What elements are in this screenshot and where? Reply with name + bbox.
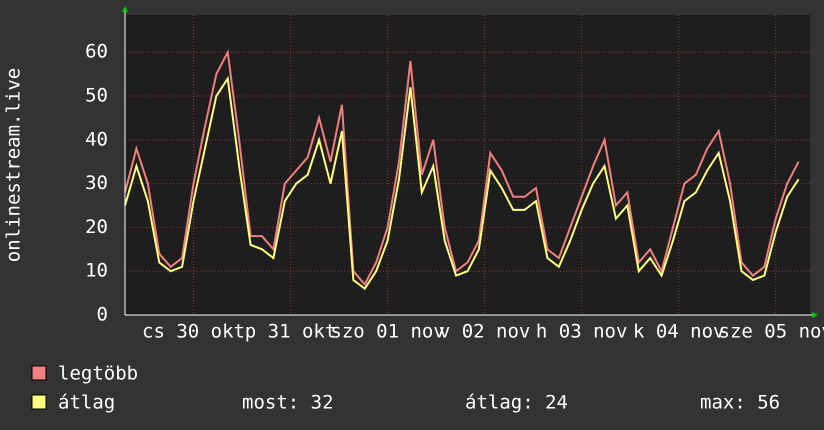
- y-axis-label: onlinestream.live: [3, 68, 25, 262]
- series-line: [124, 48, 800, 287]
- y-tick-label: 0: [97, 304, 108, 326]
- legend-swatch: [31, 394, 47, 410]
- legend-label: átlag: [58, 392, 115, 414]
- legend: legtöbb átlag most: 32 átlag: 24 max: 56: [31, 363, 780, 414]
- y-tick-label: 50: [85, 85, 108, 107]
- y-tick-label: 30: [85, 172, 108, 194]
- x-tick-label: h 03 nov: [536, 321, 628, 343]
- y-tick-label: 20: [85, 216, 108, 238]
- y-tick-label: 40: [85, 128, 108, 150]
- y-tick-label: 10: [85, 260, 108, 282]
- legend-stat: max: 56: [700, 392, 780, 414]
- lines: [124, 48, 800, 291]
- x-tick-label: sze 05 nov: [719, 321, 824, 343]
- legend-stat: átlag: 24: [465, 392, 568, 414]
- legend-swatch: [31, 365, 47, 381]
- x-arrow: [812, 312, 818, 318]
- x-tick-label: p 31 okt: [245, 321, 337, 343]
- legend-label: legtöbb: [58, 363, 138, 385]
- y-arrow: [122, 6, 128, 12]
- y-tick-label: 60: [85, 41, 108, 63]
- x-tick-label: szo 01 nov: [330, 321, 444, 343]
- x-tick-label: v 02 nov: [439, 321, 531, 343]
- x-tick-label: k 04 nov: [633, 321, 725, 343]
- legend-stat: most: 32: [242, 392, 334, 414]
- x-tick-label: cs 30 okt: [142, 321, 245, 343]
- series-line: [124, 75, 800, 291]
